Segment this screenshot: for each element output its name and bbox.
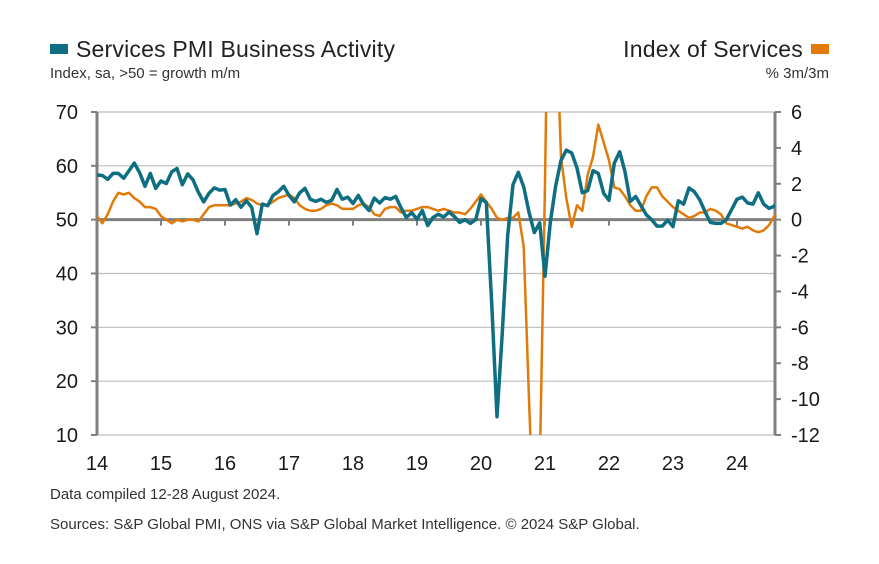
left-axis-subtitle: Index, sa, >50 = growth m/m — [50, 65, 241, 82]
left-axis-tick-label: 30 — [56, 317, 78, 339]
left-axis-tick-label: 70 — [56, 102, 78, 124]
right-axis-tick-label: -4 — [791, 281, 809, 303]
axes — [91, 111, 781, 436]
left-axis-tick-label: 10 — [56, 425, 78, 447]
left-axis-tick-label: 60 — [56, 156, 78, 178]
x-axis-tick-label: 17 — [278, 453, 300, 475]
x-axis-tick-label: 19 — [406, 453, 428, 475]
legend-ios-label: Index of Services — [623, 36, 803, 62]
x-axis-tick-label: 14 — [86, 453, 108, 475]
x-axis-tick-label: 23 — [662, 453, 684, 475]
pmi-swatch-icon — [50, 43, 68, 54]
right-axis-tick-label: -6 — [791, 317, 809, 339]
right-axis-tick-label: -10 — [791, 389, 820, 411]
right-axis-tick-label: -12 — [791, 425, 820, 447]
right-axis-tick-label: 6 — [791, 102, 802, 124]
legend-right: Index of Services % 3m/3m — [623, 36, 829, 82]
series-lines — [97, 112, 775, 435]
legend-ios: Index of Services — [623, 36, 829, 63]
x-axis-tick-label: 21 — [534, 453, 556, 475]
legend-pmi-label: Services PMI Business Activity — [76, 36, 396, 62]
data-compiled-note: Data compiled 12-28 August 2024. — [50, 486, 281, 503]
x-axis-tick-label: 16 — [214, 453, 236, 475]
right-axis-tick-label: 2 — [791, 174, 802, 196]
ios-swatch-icon — [811, 43, 829, 54]
legend-pmi: Services PMI Business Activity — [50, 36, 395, 63]
left-axis-tick-label: 40 — [56, 264, 78, 286]
left-axis-tick-label: 50 — [56, 210, 78, 232]
right-axis-subtitle: % 3m/3m — [765, 65, 829, 82]
right-axis-tick-label: -2 — [791, 246, 809, 268]
legend-left: Services PMI Business Activity Index, sa… — [50, 36, 395, 82]
series-line-services-pmi — [97, 148, 775, 419]
right-axis-tick-label: -8 — [791, 353, 809, 375]
right-axis-tick-label: 0 — [791, 210, 802, 232]
x-axis-tick-label: 24 — [726, 453, 748, 475]
x-axis-tick-label: 15 — [150, 453, 172, 475]
gridlines — [97, 111, 775, 436]
x-axis-tick-label: 22 — [598, 453, 620, 475]
x-axis-tick-label: 20 — [470, 453, 492, 475]
series-line-index-of-services — [97, 112, 775, 435]
right-axis-tick-label: 4 — [791, 138, 802, 160]
sources-note: Sources: S&P Global PMI, ONS via S&P Glo… — [50, 516, 640, 533]
x-axis-tick-label: 18 — [342, 453, 364, 475]
left-axis-tick-label: 20 — [56, 371, 78, 393]
